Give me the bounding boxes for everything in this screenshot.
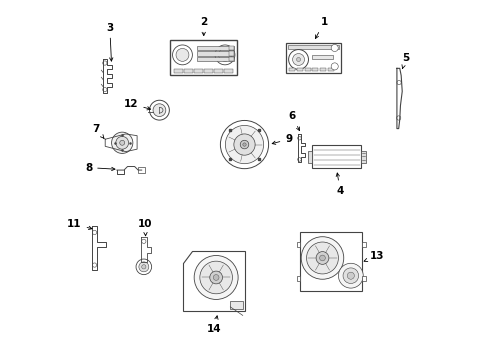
- Bar: [300, 232, 362, 291]
- Circle shape: [209, 271, 222, 284]
- Circle shape: [176, 49, 188, 61]
- Text: 1: 1: [315, 17, 327, 39]
- Circle shape: [142, 265, 145, 269]
- Circle shape: [343, 268, 358, 283]
- Bar: [296, 242, 300, 247]
- Circle shape: [92, 263, 97, 267]
- Text: 12: 12: [123, 99, 150, 110]
- Circle shape: [102, 87, 107, 92]
- Circle shape: [218, 49, 231, 61]
- Bar: [362, 242, 365, 247]
- Circle shape: [297, 136, 301, 140]
- Bar: [230, 301, 242, 309]
- Text: 5: 5: [401, 53, 408, 68]
- Bar: [228, 46, 234, 50]
- Bar: [228, 57, 234, 61]
- Text: 13: 13: [364, 251, 384, 262]
- Bar: [312, 68, 318, 71]
- Circle shape: [330, 63, 338, 70]
- Circle shape: [330, 44, 338, 51]
- Bar: [138, 167, 144, 173]
- Circle shape: [346, 272, 354, 279]
- Bar: [304, 68, 310, 71]
- Circle shape: [194, 256, 238, 300]
- Bar: [196, 57, 233, 61]
- Circle shape: [225, 125, 263, 164]
- Bar: [193, 69, 202, 73]
- Text: 11: 11: [67, 219, 92, 230]
- Text: 6: 6: [288, 111, 299, 131]
- Circle shape: [315, 252, 328, 264]
- Circle shape: [92, 230, 97, 235]
- Bar: [170, 40, 237, 76]
- Circle shape: [213, 275, 219, 280]
- Text: 7: 7: [92, 123, 104, 138]
- Circle shape: [200, 261, 232, 294]
- Circle shape: [292, 54, 304, 66]
- Bar: [311, 55, 333, 59]
- Bar: [327, 68, 333, 71]
- Circle shape: [319, 255, 325, 261]
- Text: 2: 2: [200, 17, 207, 36]
- Circle shape: [338, 263, 363, 288]
- Bar: [285, 42, 341, 73]
- Circle shape: [233, 134, 255, 155]
- Circle shape: [116, 136, 128, 149]
- Text: 4: 4: [335, 173, 343, 195]
- Circle shape: [102, 61, 107, 65]
- Polygon shape: [183, 251, 245, 311]
- Bar: [296, 276, 300, 281]
- Circle shape: [120, 140, 124, 145]
- Circle shape: [215, 45, 234, 65]
- Circle shape: [240, 140, 248, 149]
- Bar: [296, 68, 302, 71]
- Circle shape: [172, 45, 192, 65]
- Text: 9: 9: [272, 134, 292, 144]
- Circle shape: [297, 158, 301, 161]
- Circle shape: [396, 80, 400, 85]
- Bar: [203, 69, 212, 73]
- Circle shape: [220, 121, 268, 168]
- Text: 3: 3: [106, 23, 113, 61]
- Bar: [320, 68, 325, 71]
- Circle shape: [111, 132, 133, 153]
- Bar: [183, 69, 192, 73]
- Bar: [307, 151, 311, 163]
- Circle shape: [153, 104, 165, 117]
- Text: 14: 14: [206, 316, 221, 334]
- Circle shape: [396, 116, 400, 120]
- Bar: [288, 68, 294, 71]
- Bar: [361, 151, 365, 163]
- Bar: [173, 69, 182, 73]
- Circle shape: [136, 259, 151, 275]
- Circle shape: [296, 58, 300, 62]
- Bar: [311, 145, 361, 168]
- Circle shape: [243, 143, 245, 146]
- Bar: [224, 69, 232, 73]
- Text: 10: 10: [138, 219, 152, 236]
- Bar: [196, 46, 233, 50]
- Bar: [196, 51, 233, 55]
- Circle shape: [306, 242, 338, 274]
- Circle shape: [142, 239, 145, 243]
- Bar: [362, 276, 365, 281]
- Circle shape: [139, 262, 148, 272]
- Bar: [228, 51, 234, 55]
- Bar: [287, 45, 339, 49]
- Circle shape: [149, 100, 169, 120]
- Bar: [213, 69, 223, 73]
- Circle shape: [301, 237, 343, 279]
- Text: 8: 8: [85, 163, 115, 172]
- Circle shape: [288, 50, 308, 69]
